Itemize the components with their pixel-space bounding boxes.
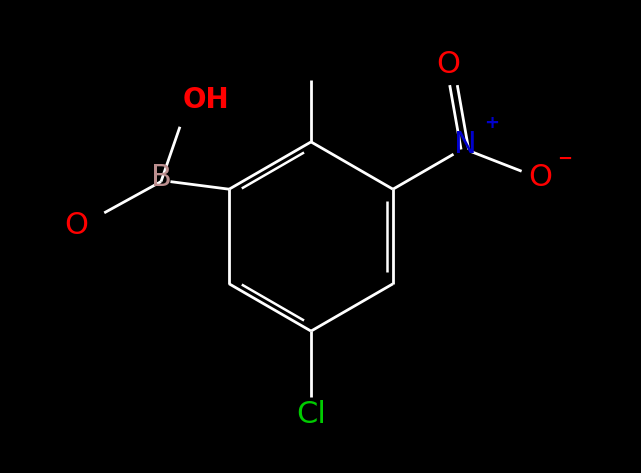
- Text: +: +: [484, 114, 499, 132]
- Text: OH: OH: [182, 86, 229, 114]
- Text: −: −: [558, 150, 572, 168]
- Text: O: O: [529, 163, 553, 193]
- Text: Cl: Cl: [296, 400, 326, 429]
- Text: N: N: [454, 130, 477, 159]
- Text: B: B: [151, 163, 171, 193]
- Text: O: O: [436, 50, 460, 79]
- Text: O: O: [64, 210, 88, 240]
